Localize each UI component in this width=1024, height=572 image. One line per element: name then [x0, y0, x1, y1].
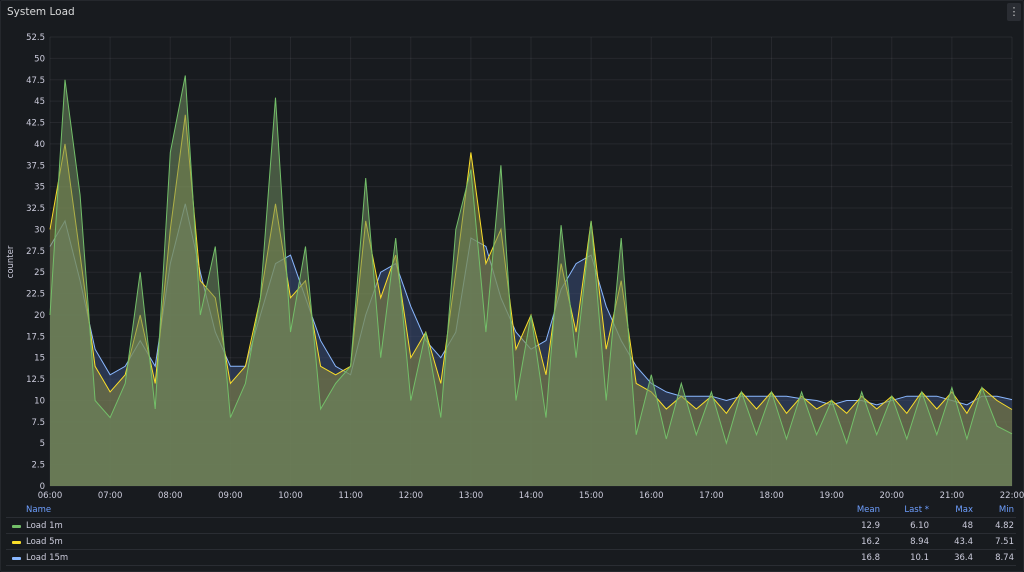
series-name[interactable]: Load 5m [26, 537, 63, 547]
y-axis-label: counter [6, 245, 16, 278]
y-tick-label: 17.5 [26, 332, 45, 342]
x-tick-label: 12:00 [399, 491, 424, 500]
x-tick-label: 21:00 [940, 491, 965, 500]
y-tick-label: 5 [40, 439, 45, 449]
y-tick-label: 32.5 [26, 204, 45, 214]
x-tick-label: 15:00 [579, 491, 604, 500]
y-tick-label: 20 [34, 311, 45, 321]
legend-row-load-15m[interactable]: Load 15m 16.8 10.1 36.4 8.74 [6, 550, 1016, 566]
last-value: 10.1 [910, 553, 929, 563]
x-tick-label: 20:00 [880, 491, 905, 500]
max-value: 43.4 [954, 537, 973, 547]
y-tick-label: 25 [34, 268, 45, 278]
y-tick-label: 12.5 [26, 375, 45, 385]
y-tick-label: 52.5 [26, 33, 45, 43]
header-min[interactable]: Min [998, 505, 1014, 515]
y-tick-label: 15 [34, 354, 45, 364]
mean-value: 12.9 [861, 521, 880, 531]
y-tick-label: 10 [34, 396, 45, 406]
y-tick-label: 40 [34, 140, 45, 150]
series-color-swatch [12, 541, 21, 544]
y-tick-label: 42.5 [26, 119, 45, 129]
max-value: 36.4 [954, 553, 973, 563]
series-name[interactable]: Load 15m [26, 553, 69, 563]
y-tick-label: 30 [34, 225, 45, 235]
series-areas [49, 75, 1013, 487]
x-tick-label: 16:00 [639, 491, 664, 500]
y-tick-label: 27.5 [26, 247, 45, 257]
max-value: 48 [962, 521, 973, 531]
min-value: 8.74 [995, 553, 1014, 563]
mean-value: 16.2 [861, 537, 880, 547]
x-tick-label: 11:00 [338, 491, 363, 500]
x-tick-label: 10:00 [278, 491, 303, 500]
x-tick-label: 07:00 [98, 491, 123, 500]
x-tick-label: 18:00 [759, 491, 784, 500]
header-name[interactable]: Name [26, 505, 52, 515]
min-value: 7.51 [995, 537, 1014, 547]
x-tick-label: 22:00 [1000, 491, 1024, 500]
kebab-menu-icon[interactable]: ⋮ [1007, 3, 1021, 21]
header-max[interactable]: Max [955, 505, 973, 515]
mean-value: 16.8 [861, 553, 880, 563]
legend-row-load-1m[interactable]: Load 1m 12.9 6.10 48 4.82 [6, 518, 1016, 534]
y-tick-label: 2.5 [31, 461, 45, 471]
x-tick-label: 14:00 [519, 491, 544, 500]
y-tick-label: 0 [40, 482, 45, 492]
y-tick-label: 35 [34, 183, 45, 193]
header-mean[interactable]: Mean [856, 505, 880, 515]
x-tick-label: 06:00 [38, 491, 63, 500]
x-tick-label: 13:00 [459, 491, 484, 500]
area-fill-load-1m [50, 75, 1012, 486]
series-color-swatch [12, 557, 21, 560]
min-value: 4.82 [995, 521, 1014, 531]
x-tick-label: 09:00 [218, 491, 243, 500]
x-tick-label: 08:00 [158, 491, 183, 500]
last-value: 6.10 [910, 521, 929, 531]
legend-row-load-5m[interactable]: Load 5m 16.2 8.94 43.4 7.51 [6, 534, 1016, 550]
legend-header: Name Mean Last * Max Min [6, 502, 1016, 518]
last-value: 8.94 [910, 537, 929, 547]
y-tick-label: 7.5 [31, 418, 45, 428]
panel-title: System Load [7, 6, 75, 18]
series-color-swatch [12, 525, 21, 528]
y-tick-label: 47.5 [26, 76, 45, 86]
y-tick-label: 45 [34, 97, 45, 107]
x-tick-label: 19:00 [819, 491, 844, 500]
y-tick-label: 37.5 [26, 161, 45, 171]
x-tick-label: 17:00 [699, 491, 724, 500]
y-tick-label: 50 [34, 54, 45, 64]
header-last[interactable]: Last * [904, 505, 929, 515]
series-line-load-1m [49, 75, 1013, 445]
y-axis-ticks: 0 2.5 5 7.5 10 12.5 15 17.5 20 22.5 25 27.5 30 32.5 35… [26, 33, 45, 492]
x-axis-ticks: 06:00 07:00 08:00 09:00 10:00 11:00 12:00 13:00… [38, 491, 1024, 500]
y-tick-label: 22.5 [26, 290, 45, 300]
chart-area: 0 2.5 5 7.5 10 12.5 15 17.5 20 22.5 25 27.5 30 32.5 35… [6, 33, 1024, 500]
series-name[interactable]: Load 1m [26, 521, 63, 531]
